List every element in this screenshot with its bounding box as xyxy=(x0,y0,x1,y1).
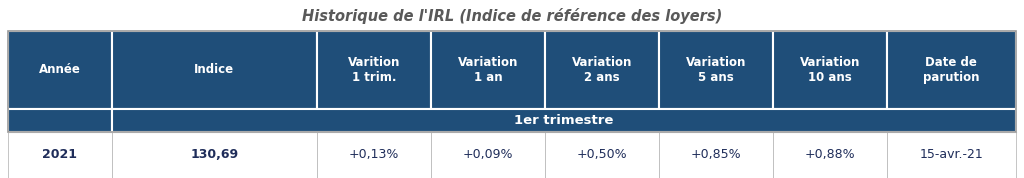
Text: Variation
1 an: Variation 1 an xyxy=(458,56,518,84)
FancyBboxPatch shape xyxy=(8,132,112,178)
Text: +0,85%: +0,85% xyxy=(690,148,741,161)
Text: Année: Année xyxy=(39,63,81,76)
FancyBboxPatch shape xyxy=(317,31,431,109)
Text: 2021: 2021 xyxy=(42,148,78,161)
FancyBboxPatch shape xyxy=(658,132,773,178)
FancyBboxPatch shape xyxy=(658,31,773,109)
FancyBboxPatch shape xyxy=(431,132,545,178)
Text: +0,88%: +0,88% xyxy=(805,148,855,161)
FancyBboxPatch shape xyxy=(887,31,1016,109)
FancyBboxPatch shape xyxy=(773,31,887,109)
FancyBboxPatch shape xyxy=(8,31,112,109)
FancyBboxPatch shape xyxy=(112,109,1016,132)
Text: +0,50%: +0,50% xyxy=(577,148,627,161)
FancyBboxPatch shape xyxy=(317,132,431,178)
FancyBboxPatch shape xyxy=(887,132,1016,178)
FancyBboxPatch shape xyxy=(8,109,112,132)
Text: +0,09%: +0,09% xyxy=(463,148,513,161)
Text: Historique de l'IRL (Indice de référence des loyers): Historique de l'IRL (Indice de référence… xyxy=(302,8,722,23)
Text: 1er trimestre: 1er trimestre xyxy=(514,114,613,127)
Text: Indice: Indice xyxy=(195,63,234,76)
Text: Variation
2 ans: Variation 2 ans xyxy=(571,56,632,84)
FancyBboxPatch shape xyxy=(112,31,317,109)
FancyBboxPatch shape xyxy=(112,132,317,178)
FancyBboxPatch shape xyxy=(773,132,887,178)
Text: Variation
10 ans: Variation 10 ans xyxy=(800,56,860,84)
Text: 130,69: 130,69 xyxy=(190,148,239,161)
Text: Date de
parution: Date de parution xyxy=(923,56,980,84)
FancyBboxPatch shape xyxy=(545,132,658,178)
Text: +0,13%: +0,13% xyxy=(349,148,399,161)
Text: Varition
1 trim.: Varition 1 trim. xyxy=(348,56,400,84)
FancyBboxPatch shape xyxy=(545,31,658,109)
Text: 15-avr.-21: 15-avr.-21 xyxy=(920,148,983,161)
FancyBboxPatch shape xyxy=(431,31,545,109)
Text: Variation
5 ans: Variation 5 ans xyxy=(685,56,745,84)
